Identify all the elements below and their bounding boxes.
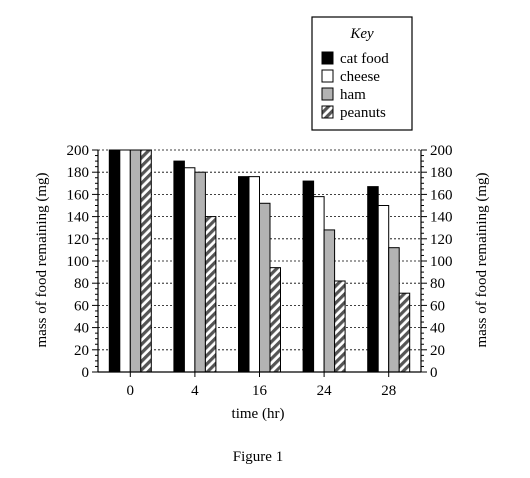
bar-ham [323,229,336,373]
legend-label-ham: ham [340,87,366,103]
y-tick-label-right: 20 [430,343,445,359]
y-tick-label-left: 120 [67,232,90,248]
bar-ham [194,171,206,373]
bar-cat-food [367,186,379,373]
y-tick-label-right: 120 [430,232,453,248]
y-tick-label-right: 100 [430,254,453,270]
x-tick-label: 16 [252,383,268,399]
bar-cheese [313,196,325,373]
bar-ham [388,247,400,373]
legend-swatch-ham [321,87,334,101]
x-tick-label: 28 [381,383,396,399]
legend: Key cat food cheese ham peanuts [311,16,413,131]
y-tick-label-right: 0 [430,365,438,381]
bar-peanuts [334,280,346,373]
y-tick-label-right: 80 [430,276,445,292]
bars [108,149,411,373]
x-tick-label: 24 [317,383,333,399]
bar-cheese [248,176,260,373]
y-tick-label-left: 180 [67,165,90,181]
bar-cat-food [173,160,185,373]
bar-cat-food [238,176,250,373]
y-tick-label-left: 60 [74,298,89,314]
y-tick-label-right: 140 [430,210,453,226]
bar-cat-food [108,149,121,373]
bar-cheese [183,167,196,373]
y-tick-label-right: 160 [430,187,453,203]
x-tick-label: 4 [191,383,199,399]
y-tick-label-left: 100 [67,254,90,270]
y-tick-label-right: 60 [430,298,445,314]
y-tick-label-right: 40 [430,321,445,337]
legend-swatch-cheese [321,69,334,83]
legend-label-peanuts: peanuts [340,105,386,121]
legend-label-cheese: cheese [340,69,380,85]
bar-peanuts [269,267,281,373]
y-tick-label-left: 20 [74,343,89,359]
legend-swatch-peanuts [321,105,334,119]
bar-peanuts [204,216,217,373]
y-tick-label-left: 40 [74,321,89,337]
bar-peanuts [398,292,411,373]
y-axis-label-right: mass of food remaining (mg) [474,173,490,348]
bar-cat-food [302,180,315,373]
y-tick-label-right: 200 [430,143,453,159]
bar-peanuts [140,149,152,373]
bar-cheese [119,149,131,373]
y-axis-label-left: mass of food remaining (mg) [34,173,50,348]
y-tick-label-left: 200 [67,143,90,159]
x-axis-label: time (hr) [232,406,285,422]
x-tick-label: 0 [127,383,135,399]
y-tick-label-right: 180 [430,165,453,181]
bar-cheese [377,205,390,373]
y-tick-label-left: 0 [82,365,90,381]
bar-ham [129,149,142,373]
legend-title: Key [349,26,374,42]
legend-label-cat-food: cat food [340,51,389,67]
y-tick-label-left: 80 [74,276,89,292]
figure-caption: Figure 1 [233,449,283,465]
y-tick-label-left: 160 [67,187,90,203]
y-tick-label-left: 140 [67,210,90,226]
legend-swatch-cat-food [321,51,334,65]
bar-ham [259,202,271,373]
